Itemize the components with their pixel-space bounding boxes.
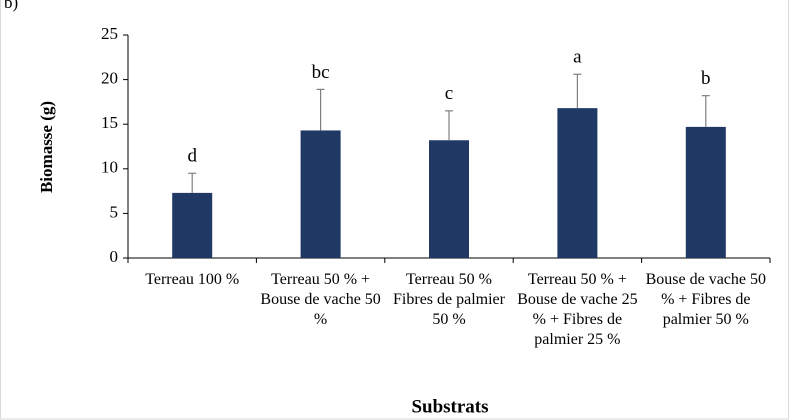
y-tick-label: 0 — [110, 247, 119, 266]
y-axis-label: Biomasse (g) — [37, 101, 56, 193]
y-tick-label: 10 — [101, 158, 118, 177]
significance-letter: c — [445, 83, 453, 104]
y-tick-label: 15 — [101, 113, 118, 132]
bar — [172, 192, 213, 258]
bar — [429, 140, 469, 258]
significance-letter: d — [187, 146, 197, 167]
significance-letter: b — [701, 68, 711, 89]
x-tick-label: Bouse de vache 50 % + Fibres de palmier … — [645, 271, 766, 328]
x-axis-label: Substrats — [411, 396, 488, 417]
x-tick-label: Terreau 50 % + Bouse de vache 25 % + Fib… — [517, 271, 638, 348]
significance-letter: a — [573, 47, 582, 68]
bar — [685, 126, 726, 258]
x-tick-label: Terreau 100 % — [145, 271, 240, 288]
y-tick-label: 5 — [110, 202, 119, 221]
bar — [557, 108, 598, 258]
y-tick-label: 25 — [101, 24, 118, 43]
panel-label: b) — [4, 0, 18, 12]
y-tick-label: 20 — [101, 69, 118, 88]
bar — [300, 130, 341, 258]
significance-letter: bc — [312, 62, 330, 83]
x-tick-label: Terreau 50 % + Bouse de vache 50 % — [260, 271, 381, 328]
x-tick-label: Terreau 50 % Fibres de palmier 50 % — [393, 271, 505, 328]
